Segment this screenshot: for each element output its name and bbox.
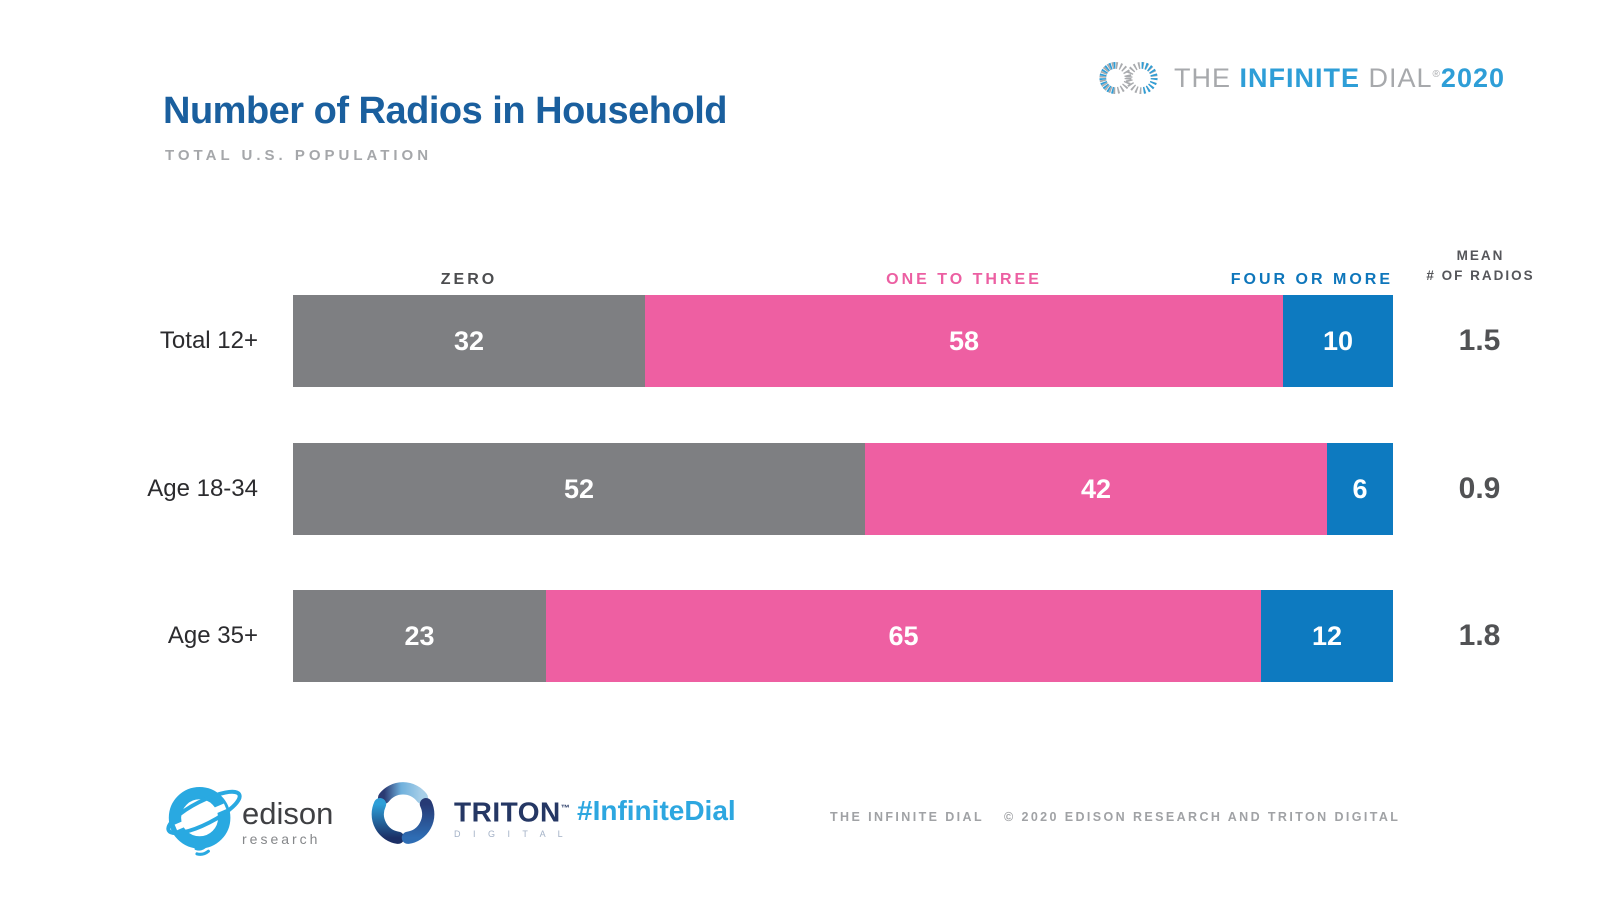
bar-segment-four-or-more: 6 bbox=[1327, 443, 1393, 535]
mean-value: 1.8 bbox=[1458, 619, 1501, 652]
mean-header-line1: MEAN bbox=[1456, 248, 1505, 263]
mean-value: 1.5 bbox=[1458, 324, 1501, 357]
brand-the: THE bbox=[1174, 62, 1240, 93]
brand-wordmark: THE INFINITE DIAL®2020 bbox=[1174, 63, 1505, 94]
mean-column-header: MEAN # OF RADIOS bbox=[1398, 246, 1563, 286]
bar-segment-one-to-three: 42 bbox=[865, 443, 1327, 535]
row-label: Age 18-34 bbox=[147, 475, 258, 502]
segment-value: 6 bbox=[1352, 473, 1368, 504]
segment-value: 58 bbox=[948, 325, 980, 356]
triton-wordmark: TRITON™ D I G I T A L bbox=[454, 795, 571, 839]
registered-mark: ® bbox=[1432, 68, 1441, 80]
segment-value: 10 bbox=[1322, 325, 1354, 356]
legend-one-to-three: ONE TO THREE bbox=[886, 271, 1042, 288]
brand-dial: DIAL bbox=[1360, 62, 1433, 93]
stacked-bar: 32 58 10 bbox=[293, 295, 1393, 387]
hashtag-infinitedial: #InfiniteDial bbox=[577, 795, 736, 826]
legend-zero: ZERO bbox=[440, 271, 498, 288]
triton-digital-logo: TRITON™ D I G I T A L bbox=[362, 770, 570, 858]
bar-segment-zero: 52 bbox=[293, 443, 865, 535]
copyright-note: THE INFINITE DIAL © 2020 EDISON RESEARCH … bbox=[830, 810, 1400, 824]
bar-segment-zero: 23 bbox=[293, 590, 546, 682]
bar-segment-one-to-three: 58 bbox=[645, 295, 1283, 387]
trademark-mark: ™ bbox=[560, 803, 571, 814]
brand-year: 2020 bbox=[1440, 62, 1505, 93]
row-label: Age 35+ bbox=[167, 622, 258, 649]
mean-value: 0.9 bbox=[1458, 472, 1501, 505]
chart-row-age-35plus: Age 35+ 23 65 12 1.8 bbox=[0, 590, 1600, 682]
triton-emblem-icon bbox=[371, 782, 435, 844]
edison-research-logo: edison research bbox=[160, 772, 333, 860]
segment-value: 65 bbox=[888, 620, 919, 651]
triton-sub: D I G I T A L bbox=[454, 828, 568, 839]
row-label: Total 12+ bbox=[159, 327, 258, 354]
edison-sub: research bbox=[242, 831, 321, 847]
edison-wordmark: edison research bbox=[242, 796, 334, 847]
infinity-icon bbox=[1099, 62, 1158, 94]
bar-segment-four-or-more: 10 bbox=[1283, 295, 1393, 387]
bar-segment-zero: 32 bbox=[293, 295, 645, 387]
bar-segment-one-to-three: 65 bbox=[546, 590, 1261, 682]
note-left: THE INFINITE DIAL bbox=[830, 810, 984, 824]
mean-header-line2: # OF RADIOS bbox=[1426, 268, 1535, 283]
chart-row-age-18-34: Age 18-34 52 42 6 0.9 bbox=[0, 443, 1600, 535]
segment-value: 52 bbox=[563, 473, 595, 504]
segment-value: 23 bbox=[404, 620, 435, 651]
infinite-dial-logo: THE INFINITE DIAL®2020 bbox=[1098, 55, 1505, 101]
triton-name: TRITON™ bbox=[454, 796, 571, 828]
legend-four-or-more: FOUR OR MORE bbox=[1230, 271, 1393, 288]
segment-value: 32 bbox=[453, 325, 485, 356]
chart-row-total-12plus: Total 12+ 32 58 10 1.5 bbox=[0, 295, 1600, 387]
note-right: © 2020 EDISON RESEARCH AND TRITON DIGITA… bbox=[1004, 810, 1401, 824]
segment-value: 42 bbox=[1080, 473, 1112, 504]
bar-segment-four-or-more: 12 bbox=[1261, 590, 1393, 682]
edison-name: edison bbox=[242, 796, 334, 831]
segment-value: 12 bbox=[1311, 620, 1343, 651]
page-subtitle: TOTAL U.S. POPULATION bbox=[165, 147, 433, 164]
page-title: Number of Radios in Household bbox=[163, 90, 727, 132]
brand-infinite: INFINITE bbox=[1239, 62, 1361, 93]
stacked-bar: 23 65 12 bbox=[293, 590, 1393, 682]
stacked-bar: 52 42 6 bbox=[293, 443, 1393, 535]
edison-emblem-icon bbox=[166, 786, 242, 856]
